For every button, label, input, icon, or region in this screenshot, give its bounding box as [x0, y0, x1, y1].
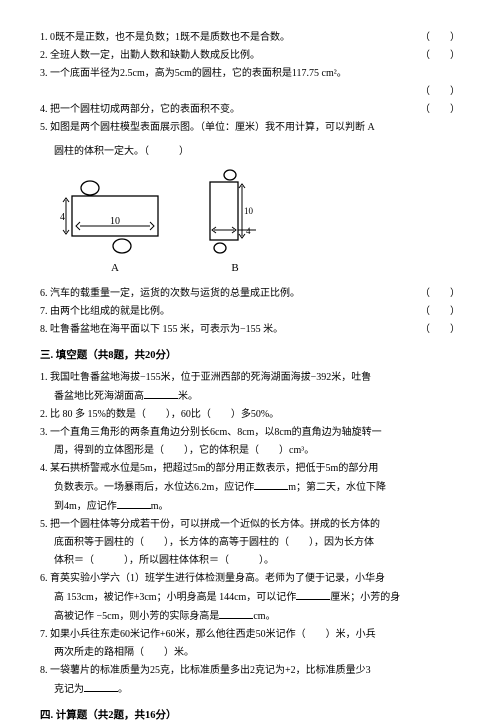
- figure-a-label: A: [60, 260, 170, 278]
- tf-q1: 1. 0既不是正数，也不是负数；1既不是质数也不是合数。 （ ）: [40, 30, 460, 46]
- tf-q3-text: 3. 一个底面半径为2.5cm，高为5cm的圆柱，它的表面积是117.75 cm…: [40, 68, 347, 79]
- fill-q4b-pre: 负数表示。一场暴雨后，水位达6.2m，应记作: [54, 482, 254, 493]
- fill-q8b-suf: 。: [118, 684, 128, 695]
- svg-text:10: 10: [110, 216, 120, 227]
- fill-q6b-suf: 厘米；小芳的身: [330, 592, 400, 603]
- fill-q8b: 克记为 。: [54, 681, 460, 698]
- fill-q4b-blank1: [254, 479, 288, 490]
- fill-q4b-mid: m；第二天，水位下降: [288, 482, 386, 493]
- fill-q4c-pre: 到4m，应记作: [54, 501, 117, 512]
- tf-q7-text: 7. 由两个比组成的就是比例。: [40, 304, 412, 320]
- tf-q2-paren: （ ）: [420, 48, 460, 64]
- fill-q1b-pre: 番盆地比死海湖面高: [54, 391, 144, 402]
- fill-q1a: 1. 我国吐鲁番盆地海拔−155米，位于亚洲西部的死海湖面海拔−392米，吐鲁: [40, 370, 460, 386]
- tf-q1-text: 1. 0既不是正数，也不是负数；1既不是质数也不是合数。: [40, 30, 412, 46]
- figure-b-svg: 10 4: [200, 168, 270, 258]
- svg-text:4: 4: [246, 226, 251, 236]
- figure-b-group: 10 4 B: [200, 168, 270, 278]
- tf-q8-text: 8. 吐鲁番盆地在海平面以下 155 米，可表示为−155 米。: [40, 322, 412, 338]
- fill-q4a: 4. 某石拱桥警戒水位是5m，把超过5m的部分用正数表示，把低于5m的部分用: [40, 461, 460, 477]
- fill-q6a: 6. 育英实验小学六（1）班学生进行体检测量身高。老师为了便于记录，小华身: [40, 571, 460, 587]
- tf-q5a: 5. 如图是两个圆柱模型表面展示图。（单位：厘米）我不用计算，可以判断 A: [40, 120, 460, 136]
- figure-a-svg: 10 4: [60, 178, 170, 258]
- tf-q6-text: 6. 汽车的载重量一定，运货的次数与运货的总量成正比例。: [40, 286, 412, 302]
- fill-q4c-blank: [117, 498, 151, 509]
- fill-q5c: 体积＝（ ），所以圆柱体体积＝（ ）。: [54, 553, 460, 569]
- tf-q7: 7. 由两个比组成的就是比例。 （ ）: [40, 304, 460, 320]
- section-4-title: 四. 计算题（共2题，共16分）: [40, 708, 460, 725]
- figure-a-group: 10 4 A: [60, 178, 170, 278]
- fill-q6c-pre: 高被记作 −5cm，则小芳的实际身高是: [54, 611, 219, 622]
- page: 1. 0既不是正数，也不是负数；1既不是质数也不是合数。 （ ） 2. 全班人数…: [0, 0, 500, 707]
- tf-q3b: （ ）: [40, 84, 460, 100]
- figure-b-label: B: [200, 260, 270, 278]
- fill-q6b: 高 153cm，被记作+3cm；小明身高是 144cm，可以记作 厘米；小芳的身: [54, 589, 460, 606]
- fill-q6b-blank: [296, 589, 330, 600]
- fill-q3b: 周，得到的立体图形是（ ），它的体积是（ ）cm³。: [54, 443, 460, 459]
- svg-text:4: 4: [60, 212, 65, 223]
- fill-q2: 2. 比 80 多 15%的数是（ ），60比（ ）多50%。: [40, 407, 460, 423]
- fill-q6b-pre: 高 153cm，被记作+3cm；小明身高是 144cm，可以记作: [54, 592, 296, 603]
- tf-q6-paren: （ ）: [420, 286, 460, 302]
- fill-q1b-suf: 米。: [178, 391, 198, 402]
- tf-q2-text: 2. 全班人数一定，出勤人数和缺勤人数成反比例。: [40, 48, 412, 64]
- tf-q7-paren: （ ）: [420, 304, 460, 320]
- fill-q7a: 7. 如果小兵往东走60米记作+60米，那么他往西走50米记作（ ）米，小兵: [40, 627, 460, 643]
- tf-q6: 6. 汽车的载重量一定，运货的次数与运货的总量成正比例。 （ ）: [40, 286, 460, 302]
- fill-q6c-blank: [219, 608, 253, 619]
- fill-q6c: 高被记作 −5cm，则小芳的实际身高是 cm。: [54, 608, 460, 625]
- tf-q1-paren: （ ）: [420, 30, 460, 46]
- tf-q8-paren: （ ）: [420, 322, 460, 338]
- svg-text:10: 10: [244, 206, 254, 216]
- fill-q4c-suf: m。: [151, 501, 169, 512]
- fill-q8a: 8. 一袋薯片的标准质量为25克，比标准质量多出2克记为+2，比标准质量少3: [40, 663, 460, 679]
- fill-q5b: 底面积等于圆柱的（ ），长方体的高等于圆柱的（ ），因为长方体: [54, 535, 460, 551]
- fill-q4c: 到4m，应记作 m。: [54, 498, 460, 515]
- fill-q5a: 5. 把一个圆柱体等分成若干份，可以拼成一个近似的长方体。拼成的长方体的: [40, 517, 460, 533]
- tf-q3: 3. 一个底面半径为2.5cm，高为5cm的圆柱，它的表面积是117.75 cm…: [40, 66, 460, 82]
- tf-q2: 2. 全班人数一定，出勤人数和缺勤人数成反比例。 （ ）: [40, 48, 460, 64]
- fill-q8b-blank: [84, 681, 118, 692]
- tf-q8: 8. 吐鲁番盆地在海平面以下 155 米，可表示为−155 米。 （ ）: [40, 322, 460, 338]
- fill-q7b: 两次所走的路相隔（ ）米。: [54, 645, 460, 661]
- fill-q6c-suf: cm。: [253, 611, 275, 622]
- figure-cylinders: 10 4 A 10 4: [60, 168, 460, 278]
- tf-q4: 4. 把一个圆柱切成两部分，它的表面积不变。 （ ）: [40, 102, 460, 118]
- section-3-title: 三. 填空题（共8题，共20分）: [40, 348, 460, 365]
- tf-q3-paren: （ ）: [420, 84, 460, 100]
- tf-q4-paren: （ ）: [420, 102, 460, 118]
- tf-q5b: 圆柱的体积一定大。（ ）: [54, 144, 460, 160]
- tf-q3b-spacer: [40, 84, 412, 100]
- fill-q3a: 3. 一个直角三角形的两条直角边分别长6cm、8cm，以8cm的直角边为轴旋转一: [40, 425, 460, 441]
- fill-q1b-blank: [144, 388, 178, 399]
- tf-q4-text: 4. 把一个圆柱切成两部分，它的表面积不变。: [40, 102, 412, 118]
- fill-q4b: 负数表示。一场暴雨后，水位达6.2m，应记作 m；第二天，水位下降: [54, 479, 460, 496]
- fill-q8b-pre: 克记为: [54, 684, 84, 695]
- fill-q1b: 番盆地比死海湖面高 米。: [54, 388, 460, 405]
